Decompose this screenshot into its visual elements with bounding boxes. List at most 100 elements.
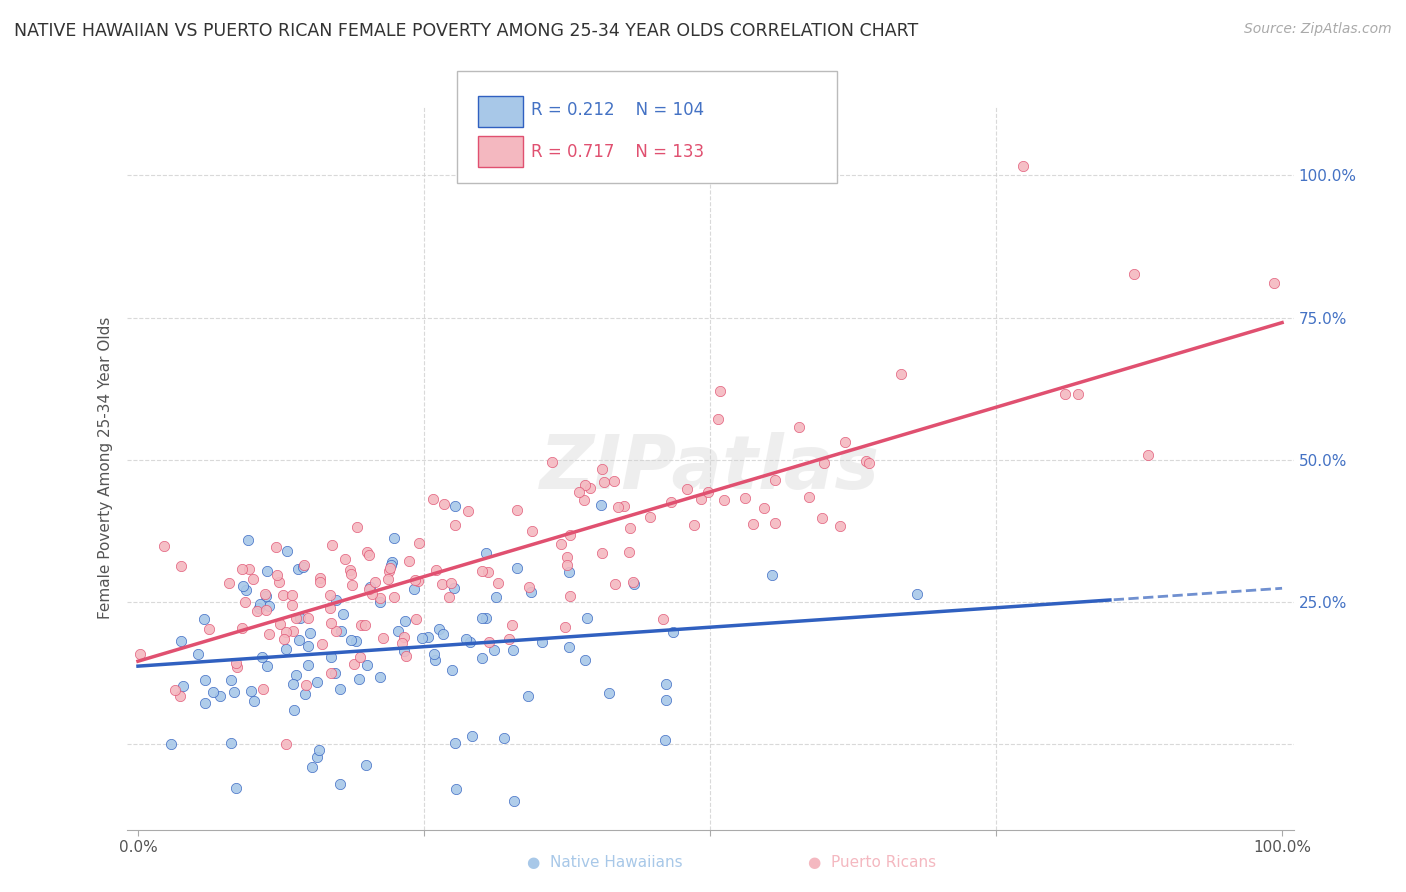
Point bbox=[425, 563, 447, 577]
Point bbox=[353, 618, 375, 632]
Point bbox=[129, 647, 152, 661]
Point bbox=[568, 484, 591, 499]
Point bbox=[575, 611, 598, 625]
Point bbox=[422, 491, 444, 506]
Point bbox=[347, 672, 370, 686]
Point bbox=[325, 624, 347, 638]
Point bbox=[498, 632, 520, 646]
Point bbox=[292, 559, 315, 574]
Text: ●  Puerto Ricans: ● Puerto Ricans bbox=[807, 855, 936, 870]
Point bbox=[294, 687, 316, 701]
Point bbox=[266, 541, 288, 555]
Point bbox=[411, 632, 433, 646]
Point bbox=[550, 537, 572, 551]
Point bbox=[329, 682, 352, 697]
Point bbox=[169, 689, 191, 703]
Point bbox=[797, 490, 820, 504]
Point bbox=[404, 573, 426, 587]
Point bbox=[359, 581, 381, 595]
Point bbox=[444, 781, 467, 796]
Point bbox=[603, 577, 626, 591]
Point bbox=[713, 493, 735, 508]
Text: ZIPatlas: ZIPatlas bbox=[540, 432, 880, 505]
Point bbox=[858, 456, 880, 470]
Point bbox=[225, 660, 247, 674]
Point bbox=[578, 481, 600, 495]
Point bbox=[655, 692, 678, 706]
Text: R = 0.717    N = 133: R = 0.717 N = 133 bbox=[531, 143, 704, 161]
Point bbox=[222, 685, 245, 699]
Point bbox=[281, 624, 304, 639]
Point bbox=[752, 500, 775, 515]
Point bbox=[231, 621, 253, 635]
Point bbox=[574, 492, 596, 507]
Point bbox=[311, 637, 333, 651]
Point bbox=[364, 575, 387, 590]
Point bbox=[283, 703, 305, 717]
Point bbox=[427, 622, 450, 636]
Point bbox=[297, 611, 319, 625]
Point bbox=[250, 649, 273, 664]
Point bbox=[219, 673, 242, 687]
Point bbox=[356, 545, 378, 559]
Point bbox=[492, 731, 515, 745]
Point bbox=[257, 599, 280, 614]
Point bbox=[381, 555, 404, 569]
Point bbox=[457, 504, 479, 518]
Point bbox=[218, 576, 240, 591]
Y-axis label: Female Poverty Among 25-34 Year Olds: Female Poverty Among 25-34 Year Olds bbox=[97, 318, 112, 619]
Point bbox=[269, 574, 291, 589]
Point bbox=[371, 631, 394, 645]
Point bbox=[405, 612, 427, 626]
Point bbox=[354, 758, 377, 772]
Point bbox=[516, 690, 538, 704]
Point bbox=[308, 743, 330, 757]
Point bbox=[325, 593, 347, 607]
Point bbox=[273, 632, 295, 647]
Point bbox=[349, 618, 371, 632]
Point bbox=[554, 620, 576, 634]
Point bbox=[787, 420, 810, 434]
Point bbox=[418, 630, 440, 644]
Point bbox=[905, 587, 928, 601]
Text: Source: ZipAtlas.com: Source: ZipAtlas.com bbox=[1244, 22, 1392, 37]
Point bbox=[356, 657, 378, 672]
Point bbox=[834, 435, 856, 450]
Point bbox=[555, 558, 578, 572]
Point bbox=[247, 601, 270, 615]
Point bbox=[349, 649, 371, 664]
Point bbox=[225, 780, 247, 795]
Point bbox=[233, 595, 256, 609]
Point bbox=[1054, 387, 1077, 401]
Point bbox=[391, 636, 413, 650]
Point bbox=[378, 561, 401, 575]
Point bbox=[368, 591, 391, 605]
Point bbox=[239, 684, 262, 698]
Point bbox=[256, 564, 278, 578]
Point bbox=[443, 581, 465, 595]
Point bbox=[346, 520, 368, 534]
Point bbox=[329, 777, 352, 791]
Point bbox=[319, 666, 342, 681]
Point bbox=[194, 673, 217, 687]
Text: ●  Native Hawaiians: ● Native Hawaiians bbox=[527, 855, 682, 870]
Point bbox=[654, 733, 676, 747]
Point bbox=[165, 683, 187, 698]
Point bbox=[221, 736, 243, 750]
Point bbox=[209, 689, 232, 703]
Point bbox=[531, 635, 554, 649]
Point bbox=[689, 491, 711, 506]
Point bbox=[308, 571, 330, 585]
Point bbox=[828, 518, 851, 533]
Point bbox=[321, 615, 343, 630]
Point bbox=[392, 644, 415, 658]
Point bbox=[458, 635, 481, 649]
Point bbox=[460, 729, 482, 743]
Point bbox=[763, 516, 786, 530]
Point bbox=[394, 648, 416, 663]
Point bbox=[281, 598, 304, 612]
Point bbox=[619, 545, 641, 559]
Point bbox=[271, 588, 294, 602]
Point bbox=[506, 503, 529, 517]
Point bbox=[301, 759, 323, 773]
